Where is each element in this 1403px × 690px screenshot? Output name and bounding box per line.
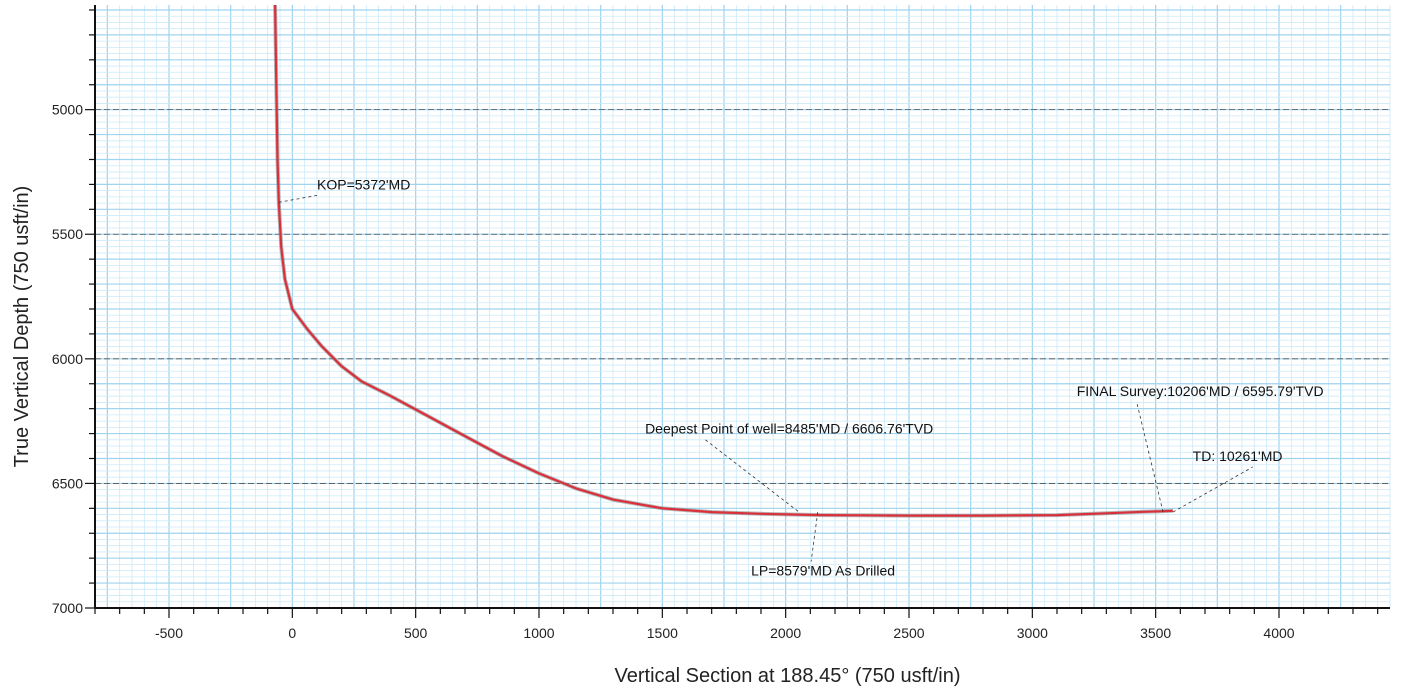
x-tick-label: 1000: [523, 625, 554, 641]
annotation-label: TD: 10261'MD: [1193, 448, 1283, 464]
x-tick-label: 3500: [1140, 625, 1171, 641]
annotation-leader: [810, 512, 819, 562]
series: [273, 4, 1173, 518]
annotation-label: KOP=5372'MD: [317, 176, 410, 192]
y-tick-label: 6000: [52, 351, 83, 367]
y-tick-label: 5500: [52, 226, 83, 242]
annotation-label: LP=8579'MD As Drilled: [751, 563, 895, 579]
x-tick-label: 500: [404, 625, 428, 641]
x-axis-title: Vertical Section at 188.45° (750 usft/in…: [615, 665, 961, 687]
annotation-label: FINAL Survey:10206'MD / 6595.79'TVD: [1077, 383, 1324, 399]
y-axis-title: True Vertical Depth (750 usft/in): [11, 186, 33, 468]
tick-labels: -500 0 500 1000 1500 2000 2500 3000 3500 4000 5000…: [52, 102, 1295, 641]
grid: [94, 5, 1391, 609]
x-tick-label: 2000: [770, 625, 801, 641]
x-tick-label: 0: [288, 625, 296, 641]
x-tick-label: 3000: [1017, 625, 1048, 641]
x-tick-label: 2500: [893, 625, 924, 641]
y-tick-label: 7000: [52, 600, 83, 616]
y-tick-label: 5000: [52, 102, 83, 118]
x-tick-label: 4000: [1263, 625, 1294, 641]
well-path-line: [274, 4, 1173, 517]
annotation-leader: [1136, 402, 1164, 513]
x-tick-label: 1500: [647, 625, 678, 641]
axes: [85, 5, 1390, 618]
y-tick-label: 6500: [52, 475, 83, 491]
annotation-label: Deepest Point of well=8485'MD / 6606.76'…: [645, 421, 933, 437]
annotation-leader: [278, 194, 318, 203]
x-tick-label: -500: [155, 625, 183, 641]
annotation-leader: [704, 439, 799, 512]
annotations: KOP=5372'MD Deepest Point of well=8485'MD…: [278, 176, 1324, 579]
